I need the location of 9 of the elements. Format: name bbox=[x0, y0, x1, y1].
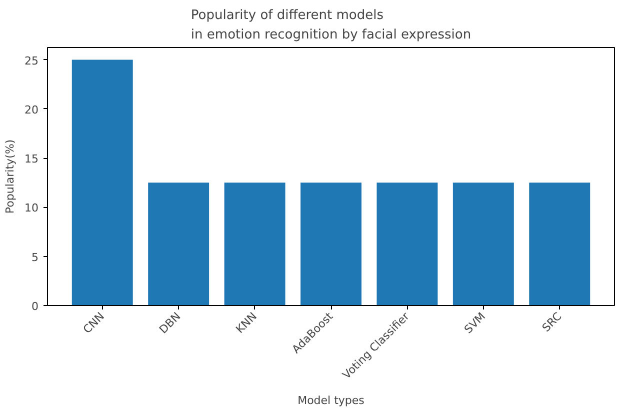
x-axis-title: Model types bbox=[298, 394, 365, 408]
y-tick-label: 20 bbox=[24, 103, 39, 116]
y-tick-label: 15 bbox=[24, 152, 39, 166]
y-tick-label: 10 bbox=[24, 202, 39, 215]
y-tick-label: 25 bbox=[24, 54, 39, 68]
y-tick-label: 5 bbox=[32, 250, 38, 264]
y-axis-title: Popularity(%) bbox=[4, 139, 17, 214]
y-tick-label: 0 bbox=[32, 300, 38, 313]
chart-title: Popularity of different models in emotion recognition by facial expression bbox=[190, 8, 472, 42]
